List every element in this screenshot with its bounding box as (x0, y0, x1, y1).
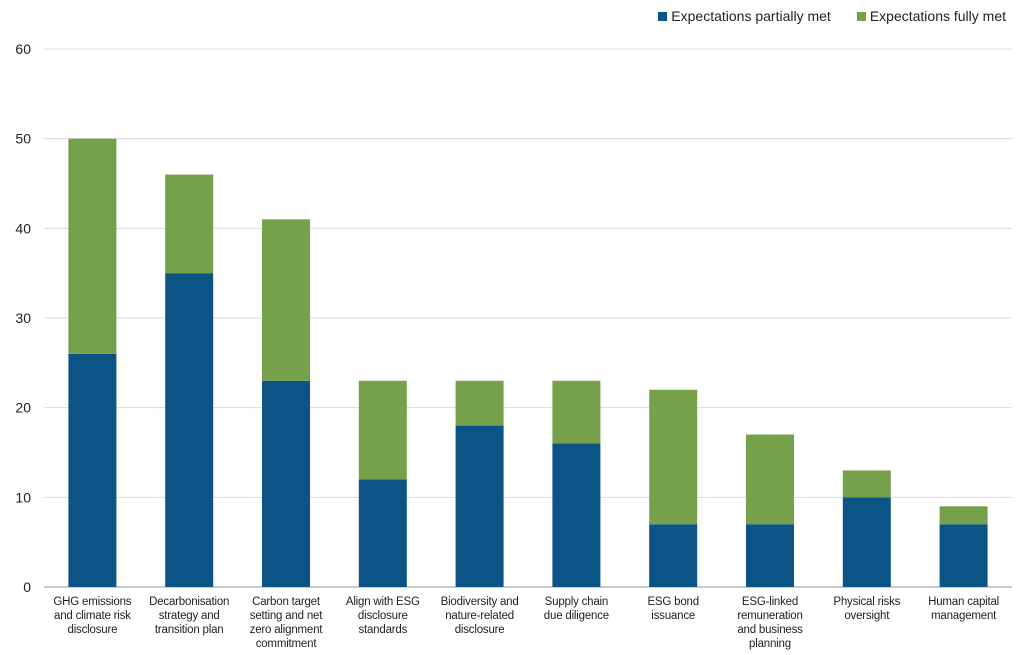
x-tick-label-line: Align with ESG (345, 596, 420, 608)
y-tick-label: 40 (15, 220, 31, 236)
bar-partially-met (746, 524, 794, 587)
x-tick-label-line: issuance (651, 610, 696, 622)
bar-partially-met (262, 380, 310, 587)
x-tick-label-line: transition plan (154, 624, 224, 636)
bar-fully-met (649, 389, 698, 525)
bar-fully-met (455, 380, 504, 426)
x-tick-label: GHG emissions and climate risk disclosure (42, 595, 142, 637)
x-tick-label-line: ESG-linked (741, 596, 799, 608)
bar-fully-met (939, 506, 988, 525)
x-tick-label-line: nature-related (445, 610, 514, 622)
x-tick-label: Supply chain due diligence (526, 595, 626, 623)
x-tick-label-line: ESG bond (647, 596, 699, 608)
x-tick-label-line: disclosure (67, 624, 118, 636)
bar-fully-met (68, 138, 117, 354)
bar-partially-met (68, 353, 117, 587)
x-tick-label-line: zero alignment (249, 624, 323, 636)
x-tick-label: ESG-linked remuneration and business planni… (720, 595, 820, 651)
bar-fully-met (746, 434, 794, 525)
bar-partially-met (165, 273, 214, 587)
y-tick-label: 50 (15, 131, 31, 147)
x-tick-label-line: standards (358, 624, 408, 636)
bar-partially-met (939, 524, 988, 587)
x-tick-label-line: due diligence (543, 610, 609, 622)
y-tick-label: 30 (15, 310, 31, 326)
legend-swatch-partially-met (658, 11, 668, 21)
x-tick-label: Carbon target setting and net zero alignme… (236, 595, 336, 651)
x-tick-label-line: Physical risks (833, 596, 901, 608)
x-tick-label-line: commitment (255, 638, 317, 650)
bar-fully-met (842, 470, 891, 498)
bar-fully-met (358, 380, 407, 480)
x-tick-label-line: management (931, 610, 997, 622)
legend-label-fully-met: Expectations fully met (869, 8, 1006, 24)
bar-partially-met (455, 425, 504, 587)
bar-fully-met (165, 174, 214, 274)
bar-fully-met (262, 219, 310, 381)
x-tick-label-line: Decarbonisation (149, 596, 230, 608)
x-tick-label-line: Carbon target (252, 596, 320, 608)
legend-item-fully-met: Expectations fully met (856, 8, 1006, 24)
legend-label-partially-met: Expectations partially met (671, 8, 831, 24)
x-tick-label-line: and climate risk (54, 610, 131, 622)
x-tick-label: Align with ESG disclosure standards (333, 595, 433, 637)
y-tick-label: 0 (23, 579, 31, 595)
bar-partially-met (552, 443, 601, 587)
bar-partially-met (842, 497, 891, 587)
x-tick-label-line: planning (749, 638, 791, 650)
y-tick-label: 60 (15, 41, 31, 57)
x-tick-label-line: oversight (844, 610, 890, 622)
x-tick-label: ESG bond issuance (623, 595, 723, 623)
x-tick-label-line: Supply chain (544, 596, 609, 608)
bar-fully-met (552, 380, 601, 444)
x-tick-label: Decarbonisation strategy and transition pl… (139, 595, 239, 637)
y-tick-label: 10 (15, 489, 31, 505)
y-tick-label: 20 (15, 400, 31, 416)
x-tick-label-line: strategy and (158, 610, 220, 622)
bar-partially-met (358, 479, 407, 587)
x-tick-label-line: disclosure (454, 624, 505, 636)
x-tick-label-line: disclosure (357, 610, 408, 622)
x-tick-label: Human capital management (914, 595, 1014, 623)
x-tick-label-line: GHG emissions (53, 596, 132, 608)
bar-partially-met (649, 524, 698, 587)
legend: Expectations partially met Expectations … (658, 8, 1006, 24)
x-tick-label-line: setting and net (249, 610, 323, 622)
x-tick-label-line: and business (737, 624, 803, 636)
x-tick-label-line: Human capital (928, 596, 1000, 608)
x-tick-label: Physical risks oversight (817, 595, 917, 623)
x-tick-label-line: Biodiversity and (440, 596, 519, 608)
legend-swatch-fully-met (856, 11, 866, 21)
x-tick-label-line: remuneration (737, 610, 803, 622)
legend-item-partially-met: Expectations partially met (658, 8, 831, 24)
x-tick-label: Biodiversity and nature-related disclosure (430, 595, 530, 637)
